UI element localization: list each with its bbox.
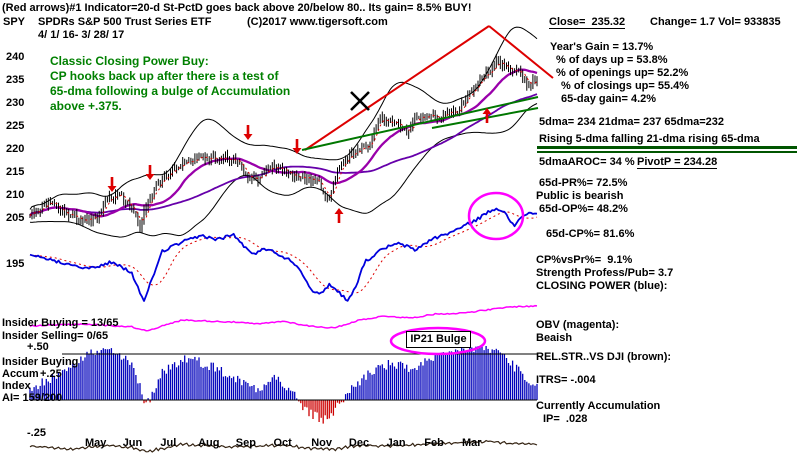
month-label: Mar <box>462 437 482 449</box>
price-axis-label: 215 <box>6 166 25 178</box>
month-label: Feb <box>424 437 444 449</box>
insider-selling-count: Insider Selling= 0/65 <box>2 330 109 342</box>
price-bands <box>29 26 538 238</box>
trendline-green <box>301 96 539 151</box>
stat-public-sentiment: Public is bearish <box>536 190 624 202</box>
stat-ip: IP= .028 <box>543 413 588 425</box>
annotation-note-line: above +.375. <box>50 99 122 113</box>
close-value: Close= 235.32 <box>549 16 626 29</box>
stat-5dma-aroc: 5dmaAROC= 34 % <box>539 156 635 168</box>
ai-scale-plus25: +.25 <box>40 368 62 380</box>
month-label: Sep <box>235 437 256 449</box>
month-label: Jul <box>160 437 177 449</box>
legend-obv: OBV (magenta): <box>536 319 620 331</box>
stat-strength-ratio: Strength Profess/Pub= 3.7 <box>536 267 674 279</box>
magenta-highlight-ellipses <box>389 191 525 356</box>
month-label: Aug <box>198 437 220 449</box>
legend-obv-state: Beaish <box>536 332 573 344</box>
closing-power-line <box>29 207 538 302</box>
copyright-text: (C)2017 www.tigersoft.com <box>247 16 388 28</box>
signal-headline: (Red arrows)#1 Indicator=20-d St-PctD go… <box>2 2 472 14</box>
price-axis-label: 235 <box>6 74 25 86</box>
trendline-red <box>488 25 554 79</box>
month-label: Jun <box>122 437 143 449</box>
ai-scale-minus25: -.25 <box>27 427 46 439</box>
stat-65d-pr: 65d-PR%= 72.5% <box>539 177 628 189</box>
ip21-bulge-label: IP21 Bulge <box>406 331 471 348</box>
price-axis-label: 205 <box>6 212 25 224</box>
legend-closing-power: CLOSING POWER (blue): <box>536 280 668 292</box>
annotation-note-line: 65-dma following a bulge of Accumulation <box>50 84 291 98</box>
month-label: May <box>85 437 107 449</box>
annotation-note-line: CP hooks back up after there is a test o… <box>50 69 279 83</box>
price-axis-label: 195 <box>6 258 25 270</box>
ai-scale-plus50: +.50 <box>27 341 49 353</box>
stat-dma-values: 5dma= 234 21dma= 237 65dma=232 <box>539 116 724 128</box>
price-axis-label: 225 <box>6 120 25 132</box>
stat-pivot-point: PivotP = 234.28 <box>637 156 718 169</box>
stat-years-gain: Year's Gain = 13.7% <box>550 41 654 53</box>
green-rule <box>537 146 797 149</box>
stat-65d-cp: 65d-CP%= 81.6% <box>546 228 635 240</box>
month-label: Jan <box>386 437 406 449</box>
stat-65d-op: 65d-OP%= 48.2% <box>539 203 628 215</box>
stat-65day-gain: 65-day gain= 4.2% <box>561 93 657 105</box>
x-mark <box>350 91 370 111</box>
date-range: 4/ 1/ 16- 3/ 28/ 17 <box>38 29 125 41</box>
trendline-green <box>431 107 539 129</box>
price-red-dotted-ma <box>29 62 538 221</box>
insider-buying-count: Insider Buying = 13/65 <box>2 317 119 329</box>
ai-value: AI= 159/200 <box>2 392 63 404</box>
signal-arrows <box>107 108 492 223</box>
legend-rel-strength: REL.STR..VS DJI (brown): <box>536 351 672 363</box>
price-axis-label: 220 <box>6 143 25 155</box>
trendline-red <box>304 25 490 151</box>
rel-strength-line <box>29 439 538 453</box>
ticker-symbol: SPY <box>3 16 26 28</box>
stat-cp-vs-price: CP%vsPr%= 9.1% <box>536 254 633 266</box>
stat-dma-trend: Rising 5-dma falling 21-dma rising 65-dm… <box>539 133 760 145</box>
green-rule <box>537 151 797 153</box>
price-bars <box>29 54 538 233</box>
month-label: Dec <box>348 437 370 449</box>
annotation-note-line: Classic Closing Power Buy: <box>50 54 209 68</box>
change-volume: Change= 1.7 Vol= 933835 <box>650 16 781 28</box>
stat-days-up: % of days up = 53.8% <box>556 54 668 66</box>
month-label: Oct <box>273 437 292 449</box>
obv-line <box>29 304 538 332</box>
ai-pane-title-1: Insider Buying <box>2 356 79 368</box>
month-label: Nov <box>311 437 332 449</box>
ai-pane-title-3: Index <box>2 380 31 392</box>
ip21-histogram <box>29 346 538 424</box>
price-axis-label: 210 <box>6 189 25 201</box>
stat-itrs: ITRS= -.004 <box>536 374 596 386</box>
price-axis-label: 240 <box>6 51 25 63</box>
stat-closings-up: % of closings up= 55.4% <box>561 80 690 92</box>
stat-current-state: Currently Accumulation <box>536 400 661 412</box>
security-name: SPDRs S&P 500 Trust Series ETF <box>38 16 212 28</box>
price-axis-label: 230 <box>6 97 25 109</box>
ai-pane-title-2: Accum <box>2 368 39 380</box>
cp-red-dotted-ma <box>29 211 538 294</box>
stat-openings-up: % of openings up= 52.2% <box>556 67 689 79</box>
